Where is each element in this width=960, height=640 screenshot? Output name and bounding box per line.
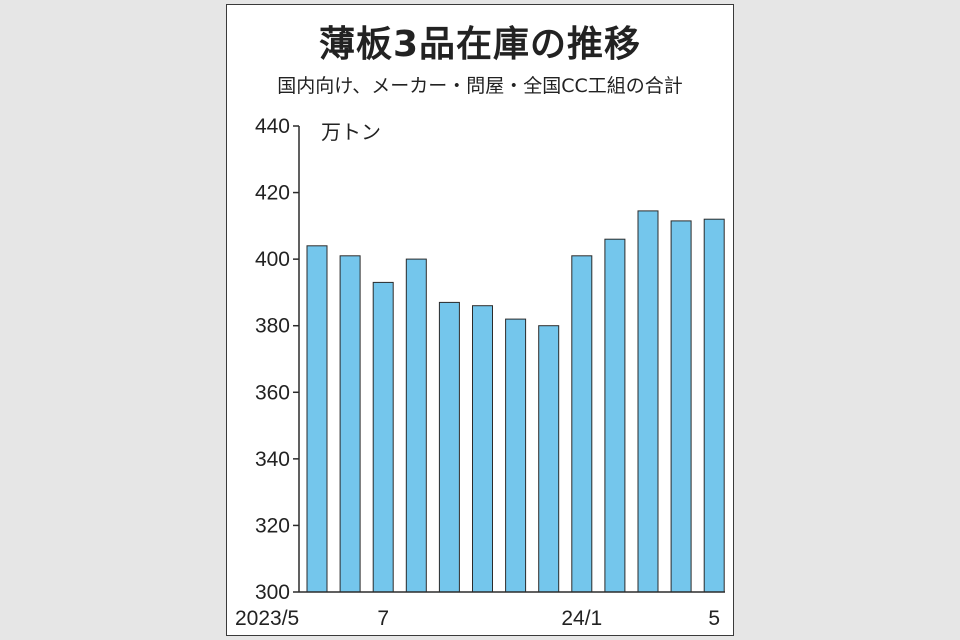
chart-title: 薄板3品在庫の推移 xyxy=(318,24,642,65)
bar-2024-2 xyxy=(604,238,626,593)
bar-2023-10 xyxy=(472,305,493,593)
x-tick-label-2: 7 xyxy=(377,607,389,630)
bar-2023-11 xyxy=(505,318,527,593)
y-tick-label-420: 420 xyxy=(255,182,290,205)
bar-2023-6 xyxy=(339,255,361,593)
bar-chart: 300 320 340 360 380 400 420 440 万トン 2023/5 7 24/1 5 xyxy=(235,115,725,630)
bar-2023-8 xyxy=(405,258,427,593)
chart-subtitle: 国内向け、メーカー・問屋・全国CC工組の合計 xyxy=(277,75,683,97)
y-axis-unit: 万トン xyxy=(321,120,381,144)
y-tick-label-440: 440 xyxy=(255,115,290,138)
chart-panel: 薄板3品在庫の推移 国内向け、メーカー・問屋・全国CC工組の合計 300 320 3… xyxy=(226,4,734,636)
bar-2024-1 xyxy=(571,255,593,593)
y-tick-label-360: 360 xyxy=(255,381,290,404)
y-tick-label-340: 340 xyxy=(255,448,290,471)
bar-2024-3 xyxy=(637,210,659,593)
y-tick-label-400: 400 xyxy=(255,248,290,271)
bar-2023-9 xyxy=(438,301,460,593)
y-tick-label-380: 380 xyxy=(255,315,290,338)
x-tick-label-8: 24/1 xyxy=(561,607,602,630)
bar-2024-4 xyxy=(670,220,692,593)
bar-2023-12 xyxy=(538,325,560,593)
y-tick-label-320: 320 xyxy=(255,514,290,537)
y-tick-label-300: 300 xyxy=(255,581,290,604)
bar-2023-7 xyxy=(372,281,394,593)
x-tick-label-12: 5 xyxy=(708,607,720,630)
bar-2024-5 xyxy=(703,218,725,593)
bar-2023-5 xyxy=(306,245,328,593)
x-tick-label-0: 2023/5 xyxy=(235,607,299,630)
